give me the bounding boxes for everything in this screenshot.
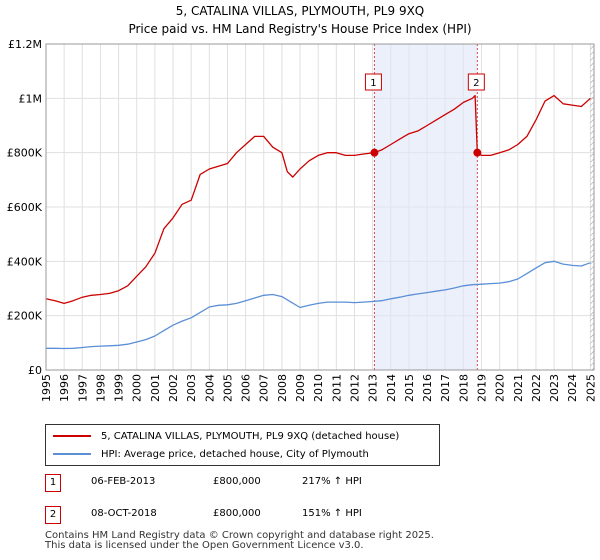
sale-marker-box: 1 <box>45 474 61 492</box>
sale-point <box>370 148 379 157</box>
future-hatch <box>590 44 594 370</box>
y-tick-label: £1.2M <box>8 38 42 51</box>
y-tick-label: £600K <box>7 201 43 214</box>
x-tick-label: 2005 <box>221 374 234 402</box>
y-tick-label: £800K <box>7 147 43 160</box>
x-tick-label: 2019 <box>475 374 488 402</box>
between-sales-shade <box>374 44 478 370</box>
x-tick-label: 2008 <box>276 374 289 402</box>
y-tick-label: £400K <box>7 255 43 268</box>
sale-hpi-change: 217% ↑ HPI <box>302 476 362 487</box>
x-tick-label: 2000 <box>131 374 144 402</box>
x-tick-label: 2006 <box>240 374 253 402</box>
sale-marker-label: 2 <box>473 78 479 89</box>
x-tick-label: 2010 <box>312 374 325 402</box>
y-tick-label: £200K <box>7 310 43 323</box>
x-tick-label: 1995 <box>40 374 53 402</box>
legend-swatch-property <box>53 435 91 437</box>
axes: £0 £200K £400K £600K £800K £1M £1.2M 1995 1996 19… <box>7 38 598 402</box>
property-price-line <box>45 94 591 305</box>
legend-label-hpi: HPI: Average price, detached house, City… <box>101 448 369 460</box>
series-group <box>45 94 591 350</box>
x-tick-label: 2023 <box>548 374 561 402</box>
hpi-line <box>46 260 591 350</box>
footer-line-1: Contains HM Land Registry data © Crown c… <box>45 530 434 541</box>
x-tick-label: 2001 <box>149 374 162 402</box>
y-tick-label: £0 <box>28 364 42 377</box>
x-tick-label: 1999 <box>113 374 126 402</box>
x-tick-label: 2025 <box>584 374 597 402</box>
x-tick-label: 2018 <box>457 374 470 402</box>
x-tick-label: 2013 <box>367 374 380 402</box>
x-tick-label: 2004 <box>203 374 216 402</box>
shaded-region <box>373 44 594 370</box>
x-tick-label: 2020 <box>494 374 507 402</box>
x-tick-label: 2003 <box>185 374 198 402</box>
x-tick-label: 2016 <box>421 374 434 402</box>
x-tick-label: 1998 <box>94 374 107 402</box>
sale-marker-label: 1 <box>370 78 376 89</box>
legend-swatch-hpi <box>53 453 91 455</box>
x-tick-label: 1996 <box>58 374 71 402</box>
x-tick-label: 1997 <box>76 374 89 402</box>
sale-price: £800,000 <box>213 508 261 519</box>
x-tick-label: 2022 <box>530 374 543 402</box>
chart-title: 5, CATALINA VILLAS, PLYMOUTH, PL9 9XQ <box>175 4 425 18</box>
legend: 5, CATALINA VILLAS, PLYMOUTH, PL9 9XQ (d… <box>45 424 440 466</box>
x-tick-label: 2017 <box>439 374 452 402</box>
x-tick-label: 2007 <box>258 374 271 402</box>
sale-date: 08-OCT-2018 <box>91 508 157 519</box>
x-tick-label: 2009 <box>294 374 307 402</box>
x-tick-label: 2024 <box>566 374 579 402</box>
footer-line-2: This data is licensed under the Open Gov… <box>45 540 364 551</box>
legend-label-property: 5, CATALINA VILLAS, PLYMOUTH, PL9 9XQ (d… <box>101 430 400 442</box>
x-tick-label: 2011 <box>330 374 343 402</box>
grid <box>45 43 594 371</box>
y-tick-label: £1M <box>19 92 43 105</box>
x-tick-label: 2012 <box>348 374 361 402</box>
sale-hpi-change: 151% ↑ HPI <box>302 508 362 519</box>
chart-subtitle: Price paid vs. HM Land Registry's House … <box>128 22 472 36</box>
x-tick-label: 2015 <box>403 374 416 402</box>
legend-item-hpi: HPI: Average price, detached house, City… <box>46 446 369 462</box>
sale-marker-box: 2 <box>45 506 61 524</box>
footer: Contains HM Land Registry data © Crown c… <box>45 531 434 551</box>
plot-border <box>45 43 595 371</box>
x-tick-label: 2014 <box>385 374 398 402</box>
x-tick-label: 2002 <box>167 374 180 402</box>
sale-marker-box <box>364 73 382 91</box>
sale-point <box>473 148 482 157</box>
sale-marker-box <box>467 73 485 91</box>
sale-price: £800,000 <box>213 476 261 487</box>
legend-item-property: 5, CATALINA VILLAS, PLYMOUTH, PL9 9XQ (d… <box>46 428 399 444</box>
sale-date: 06-FEB-2013 <box>91 476 156 487</box>
x-tick-label: 2021 <box>512 374 525 402</box>
